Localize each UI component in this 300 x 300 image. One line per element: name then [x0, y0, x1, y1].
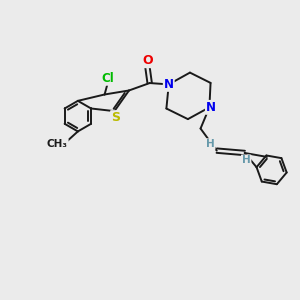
- Text: CH₃: CH₃: [47, 139, 68, 149]
- Text: N: N: [164, 78, 174, 91]
- Text: Cl: Cl: [101, 72, 114, 85]
- Text: H: H: [242, 155, 250, 165]
- Text: S: S: [111, 111, 120, 124]
- Text: O: O: [142, 54, 153, 67]
- Text: N: N: [206, 101, 216, 114]
- Text: H: H: [206, 139, 214, 149]
